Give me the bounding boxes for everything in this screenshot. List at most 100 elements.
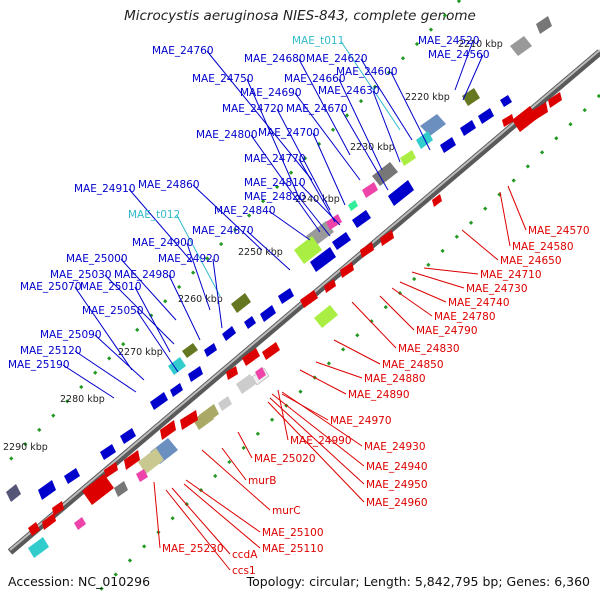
gene-label[interactable]: MAE_25010 <box>80 281 142 293</box>
gene-label[interactable]: MAE_25230 <box>162 543 224 555</box>
gene-label[interactable]: MAE_24840 <box>214 205 276 217</box>
gene-arrow[interactable] <box>170 383 183 397</box>
gene-label[interactable]: MAE_24670 <box>286 103 348 115</box>
gene-arrow[interactable] <box>42 513 56 530</box>
gene-arrow[interactable] <box>478 108 494 124</box>
gene-label[interactable]: MAE_24580 <box>512 241 574 253</box>
feature-box[interactable] <box>326 214 342 230</box>
gene-arrow[interactable] <box>242 348 260 366</box>
gene-arrow[interactable] <box>120 428 136 444</box>
gene-label[interactable]: MAE_24970 <box>330 415 392 427</box>
gene-label[interactable]: MAE_24620 <box>306 53 368 65</box>
gene-label[interactable]: MAE_24910 <box>74 183 136 195</box>
gene-label[interactable]: MAE_25110 <box>262 543 324 555</box>
gene-label[interactable]: MAE_24870 <box>192 225 254 237</box>
gene-arrow[interactable] <box>124 450 140 470</box>
gene-label[interactable]: MAE_24980 <box>114 269 176 281</box>
gene-arrow[interactable] <box>500 95 512 107</box>
gene-arrow[interactable] <box>160 420 176 440</box>
gene-label[interactable]: MAE_24780 <box>434 311 496 323</box>
gene-label[interactable]: MAE_24920 <box>158 253 220 265</box>
gene-label[interactable]: MAE_24630 <box>318 85 380 97</box>
gene-arrow[interactable] <box>360 242 374 258</box>
gene-label[interactable]: MAE_24880 <box>364 373 426 385</box>
gene-arrow[interactable] <box>432 194 442 207</box>
gene-label[interactable]: MAE_24850 <box>382 359 444 371</box>
feature-box[interactable] <box>400 150 416 166</box>
gene-arrow[interactable] <box>530 102 548 122</box>
feature-box[interactable] <box>348 200 358 211</box>
feature-box[interactable] <box>168 357 186 375</box>
gene-label[interactable]: MAE_25190 <box>8 359 70 371</box>
gene-label[interactable]: MAE_25030 <box>50 269 112 281</box>
gene-label[interactable]: MAE_24690 <box>240 87 302 99</box>
feature-box[interactable] <box>294 236 322 264</box>
gene-arrow[interactable] <box>310 247 336 272</box>
gene-label[interactable]: MAE_24650 <box>500 255 562 267</box>
feature-box[interactable] <box>231 293 251 313</box>
feature-box[interactable] <box>6 484 21 502</box>
gene-arrow[interactable] <box>340 262 354 278</box>
gene-arrow[interactable] <box>222 326 236 341</box>
feature-box[interactable] <box>372 162 398 186</box>
gene-arrow[interactable] <box>502 114 514 127</box>
feature-box[interactable] <box>182 343 198 358</box>
gene-label[interactable]: MAE_25100 <box>262 527 324 539</box>
gene-label[interactable]: MAE_24730 <box>466 283 528 295</box>
gene-arrow[interactable] <box>278 288 294 304</box>
gene-label[interactable]: MAE_24800 <box>196 129 258 141</box>
feature-box[interactable] <box>28 522 40 536</box>
gene-arrow[interactable] <box>460 120 476 136</box>
gene-arrow[interactable] <box>300 290 318 308</box>
gene-label[interactable]: MAE_24720 <box>222 103 284 115</box>
gene-arrow[interactable] <box>244 316 256 329</box>
gene-arrow[interactable] <box>380 230 394 246</box>
gene-arrow[interactable] <box>388 180 414 206</box>
gene-label[interactable]: MAE_t011 <box>292 35 344 47</box>
gene-label[interactable]: MAE_24710 <box>480 269 542 281</box>
gene-label[interactable]: MAE_25050 <box>82 305 144 317</box>
gene-arrow[interactable] <box>100 444 116 460</box>
feature-box[interactable] <box>420 114 446 136</box>
gene-arrow[interactable] <box>64 468 80 484</box>
gene-label[interactable]: MAE_24810 <box>244 177 306 189</box>
gene-arrow[interactable] <box>260 305 276 322</box>
feature-box[interactable] <box>138 448 164 474</box>
feature-box[interactable] <box>362 182 378 198</box>
feature-box[interactable] <box>199 404 219 425</box>
gene-label[interactable]: murB <box>248 475 276 487</box>
feature-box[interactable] <box>536 16 552 34</box>
gene-arrow[interactable] <box>52 501 64 516</box>
feature-box[interactable] <box>236 374 256 394</box>
gene-arrow[interactable] <box>262 342 280 360</box>
gene-label[interactable]: MAE_t012 <box>128 209 180 221</box>
feature-box[interactable] <box>74 517 86 530</box>
gene-label[interactable]: MAE_24900 <box>132 237 194 249</box>
gene-label[interactable]: murC <box>272 505 301 517</box>
feature-box[interactable] <box>136 469 148 482</box>
gene-label[interactable]: MAE_24520 <box>418 35 480 47</box>
feature-box[interactable] <box>82 474 114 505</box>
gene-label[interactable]: MAE_25070 <box>20 281 82 293</box>
gene-arrow[interactable] <box>150 392 168 410</box>
gene-arrow[interactable] <box>440 137 456 153</box>
feature-box[interactable] <box>114 481 128 497</box>
gene-label[interactable]: MAE_24940 <box>366 461 428 473</box>
gene-label[interactable]: MAE_24680 <box>244 53 306 65</box>
feature-box[interactable] <box>218 396 232 411</box>
gene-label[interactable]: ccdA <box>232 549 258 561</box>
gene-label[interactable]: MAE_24770 <box>244 153 306 165</box>
gene-label[interactable]: MAE_24990 <box>290 435 352 447</box>
feature-box[interactable] <box>462 88 480 106</box>
gene-arrow[interactable] <box>226 366 238 380</box>
gene-label[interactable]: MAE_24930 <box>364 441 426 453</box>
gene-label[interactable]: MAE_25020 <box>254 453 316 465</box>
gene-label[interactable]: MAE_25090 <box>40 329 102 341</box>
feature-box[interactable] <box>28 537 49 558</box>
gene-label[interactable]: MAE_25120 <box>20 345 82 357</box>
gene-label[interactable]: ccs1 <box>232 565 256 577</box>
gene-label[interactable]: MAE_24830 <box>398 343 460 355</box>
feature-box[interactable] <box>510 36 532 56</box>
gene-arrow[interactable] <box>104 462 118 478</box>
